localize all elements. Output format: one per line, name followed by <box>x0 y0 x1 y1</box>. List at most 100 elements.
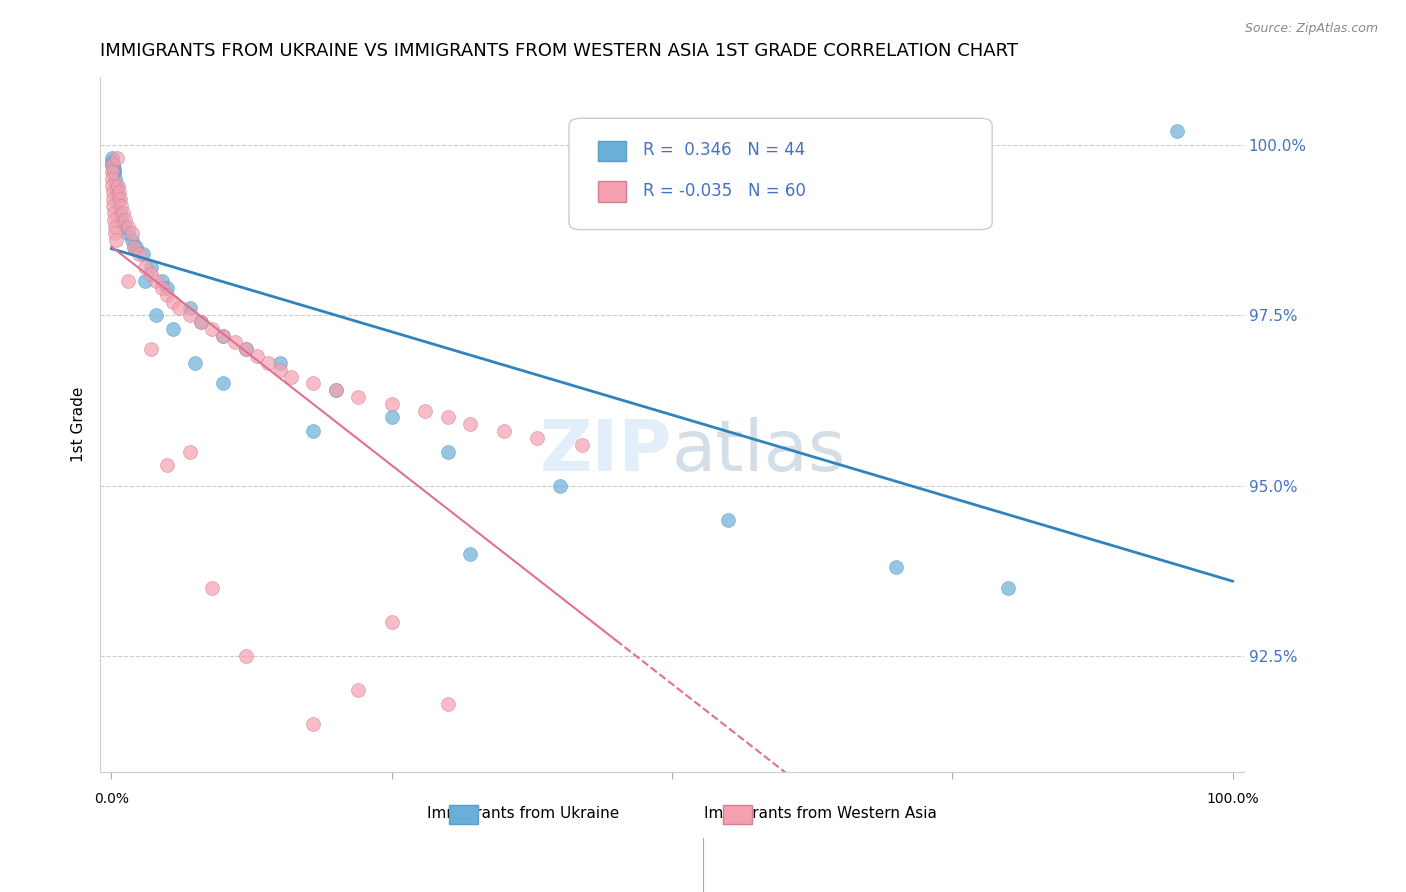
Point <box>436 444 458 458</box>
Point <box>103 212 125 227</box>
Point <box>381 397 404 411</box>
Point <box>224 335 246 350</box>
Point <box>103 165 125 179</box>
Point <box>134 260 156 275</box>
Point <box>150 274 173 288</box>
Point <box>212 328 235 343</box>
Point <box>145 308 167 322</box>
Point <box>114 212 136 227</box>
Point <box>103 165 125 179</box>
Point <box>125 240 148 254</box>
Point <box>436 410 458 425</box>
Point <box>269 356 291 370</box>
Point <box>179 301 201 316</box>
Point <box>104 227 127 241</box>
Point <box>110 212 132 227</box>
Point <box>526 431 548 445</box>
Point <box>121 233 143 247</box>
Point <box>325 383 347 397</box>
Point <box>108 186 131 200</box>
Point <box>104 172 127 186</box>
Point <box>156 458 179 473</box>
FancyBboxPatch shape <box>724 805 752 824</box>
Point <box>413 403 436 417</box>
Point <box>101 172 124 186</box>
Point <box>122 240 145 254</box>
Point <box>150 281 173 295</box>
FancyBboxPatch shape <box>598 181 626 202</box>
Y-axis label: 1st Grade: 1st Grade <box>72 386 86 462</box>
Point <box>101 158 124 172</box>
Point <box>101 154 124 169</box>
Point <box>269 363 291 377</box>
FancyBboxPatch shape <box>569 119 993 229</box>
Point <box>167 301 190 316</box>
Point <box>121 227 143 241</box>
Point <box>101 158 124 172</box>
Point <box>101 165 124 179</box>
Point <box>1166 124 1188 138</box>
Point <box>114 219 136 234</box>
Text: R = -0.035   N = 60: R = -0.035 N = 60 <box>644 182 806 201</box>
Point <box>103 206 125 220</box>
Point <box>257 356 280 370</box>
Point <box>179 308 201 322</box>
Point <box>190 315 212 329</box>
Point <box>132 247 155 261</box>
Point <box>101 158 124 172</box>
Point <box>107 178 129 193</box>
Text: IMMIGRANTS FROM UKRAINE VS IMMIGRANTS FROM WESTERN ASIA 1ST GRADE CORRELATION CH: IMMIGRANTS FROM UKRAINE VS IMMIGRANTS FR… <box>100 42 1018 60</box>
Text: Immigrants from Ukraine: Immigrants from Ukraine <box>427 806 620 822</box>
Point <box>184 356 207 370</box>
Point <box>117 219 139 234</box>
Point <box>101 186 124 200</box>
Text: Immigrants from Western Asia: Immigrants from Western Asia <box>704 806 936 822</box>
Point <box>280 369 302 384</box>
Point <box>111 206 134 220</box>
Point <box>212 376 235 391</box>
Point <box>105 186 128 200</box>
Point <box>548 478 571 492</box>
Point <box>145 274 167 288</box>
Point <box>347 390 370 404</box>
Point <box>104 233 127 247</box>
Point <box>302 376 325 391</box>
Point <box>139 268 162 282</box>
Point <box>122 240 145 254</box>
Point <box>347 683 370 698</box>
Point <box>884 560 907 574</box>
Point <box>190 315 212 329</box>
Point <box>139 260 162 275</box>
Point <box>235 649 257 664</box>
Point <box>571 438 593 452</box>
Point <box>162 322 184 336</box>
Point <box>104 219 127 234</box>
Point <box>156 281 179 295</box>
Point <box>458 417 481 432</box>
Point <box>117 227 139 241</box>
Point <box>128 247 150 261</box>
Point <box>103 199 125 213</box>
Point <box>381 410 404 425</box>
Point <box>235 343 257 357</box>
Point <box>156 287 179 301</box>
Point <box>179 444 201 458</box>
Point <box>101 192 124 206</box>
Point <box>458 547 481 561</box>
Point <box>105 152 128 166</box>
Point <box>717 513 740 527</box>
Point <box>436 697 458 711</box>
Point <box>101 152 124 166</box>
Point <box>103 161 125 176</box>
Text: ZIP: ZIP <box>540 417 672 486</box>
Point <box>110 206 132 220</box>
Point <box>162 294 184 309</box>
Point <box>325 383 347 397</box>
Point <box>302 717 325 731</box>
Point <box>117 274 139 288</box>
Point <box>107 192 129 206</box>
Text: Source: ZipAtlas.com: Source: ZipAtlas.com <box>1244 22 1378 36</box>
Point <box>139 343 162 357</box>
Point <box>997 581 1019 595</box>
Point <box>101 158 124 172</box>
